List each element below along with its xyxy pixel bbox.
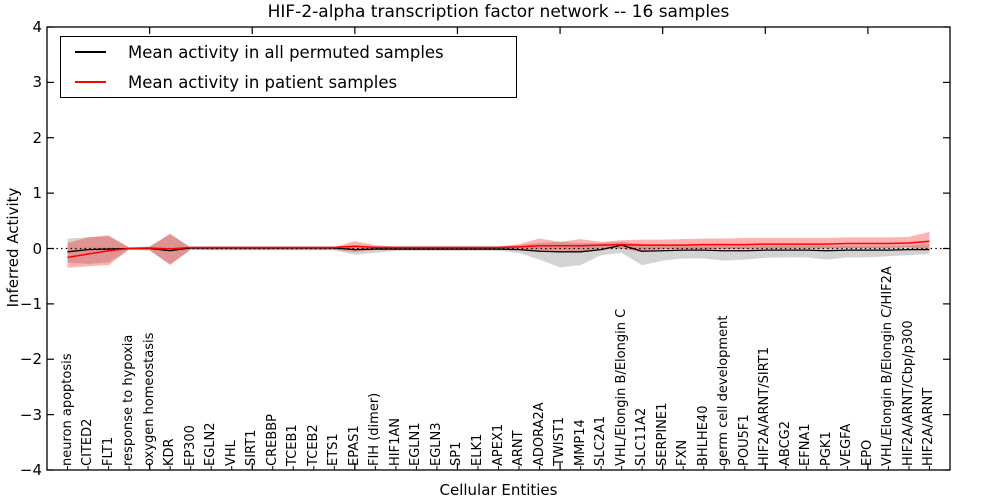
x-tick-label: ELK1 [469,433,485,466]
x-tick-label: oxygen homeostasis [141,332,157,466]
patient-line [67,240,930,259]
x-tick-label: EPAS1 [346,425,362,466]
x-tick-label: EGLN1 [408,422,424,466]
legend-item-permuted: Mean activity in all permuted samples [61,39,516,65]
legend: Mean activity in all permuted samples Me… [60,36,517,98]
y-tick-label: 1 [32,184,42,203]
x-tick-label: PGK1 [818,431,834,466]
x-tick-label: VHL [223,440,239,466]
x-tick-label: SIRT1 [244,429,260,466]
y-tick-label: 0 [32,239,42,258]
black-line-swatch-icon [75,51,106,53]
legend-item-patient: Mean activity in patient samples [61,69,516,95]
y-axis-title: Inferred Activity [4,187,22,308]
x-tick-label: VHL/Elongin B/Elongin C/HIF2A [880,266,896,466]
x-tick-label: VEGFA [839,423,855,466]
x-tick-label: TCEB2 [305,424,321,466]
x-tick-label: EFNA1 [798,423,814,466]
x-tick-label: KDR [162,438,178,466]
permuted-band [67,234,930,268]
x-tick-label: EP300 [182,425,198,466]
x-tick-label: CITED2 [80,418,96,466]
y-tick-label: −3 [19,405,42,424]
patient-band [67,231,930,268]
y-tick-label: −4 [19,461,42,479]
x-tick-label: SERPINE1 [654,402,670,466]
x-tick-label: SLC11A2 [634,407,650,466]
x-tick-label: EGLN2 [203,422,219,466]
x-tick-label: FXN [675,439,691,466]
x-tick-label: HIF2A/ARNT [921,387,937,466]
y-tick-label: −2 [19,350,42,369]
x-tick-label: germ cell development [716,315,732,466]
x-tick-label: response to hypoxia [121,334,137,466]
legend-label-patient: Mean activity in patient samples [128,72,398,92]
chart-title: HIF-2-alpha transcription factor network… [267,2,730,22]
x-tick-label: ADORA2A [531,402,547,466]
x-tick-label: APEX1 [490,423,506,466]
x-tick-label: ETS1 [326,433,342,466]
x-tick-label: EGLN3 [428,422,444,466]
x-tick-label: SLC2A1 [593,415,609,466]
x-tick-label: SP1 [449,441,465,466]
x-tick-label: TWIST1 [552,416,568,466]
x-tick-label: CREBBP [264,414,280,466]
x-tick-label: ARNT [511,430,527,466]
x-tick-label: POU5F1 [736,414,752,466]
x-tick-label: FIH (dimer) [367,392,383,466]
x-tick-label: FLT1 [100,436,116,466]
x-tick-label: HIF2A/ARNT/Cbp/p300 [900,320,916,466]
plot-frame [46,26,951,471]
red-line-swatch-icon [75,81,106,83]
x-tick-label: HIF2A/ARNT/SIRT1 [757,347,773,466]
x-tick-label: BHLHE40 [695,405,711,466]
x-tick-label: VHL/Elongin B/Elongin C [613,308,629,466]
x-tick-label: ABCG2 [777,420,793,466]
x-tick-label: HIF1AN [387,418,403,466]
legend-label-permuted: Mean activity in all permuted samples [128,42,444,62]
x-tick-label: MMP14 [572,419,588,466]
y-tick-label: −1 [19,294,42,313]
x-axis-title: Cellular Entities [439,481,558,499]
y-tick-label: 4 [32,18,42,36]
x-tick-label: neuron apoptosis [59,353,75,467]
y-tick-label: 3 [32,73,42,92]
y-tick-label: 2 [32,128,42,147]
x-tick-label: EPO [859,439,875,466]
x-tick-label: TCEB1 [285,424,301,466]
